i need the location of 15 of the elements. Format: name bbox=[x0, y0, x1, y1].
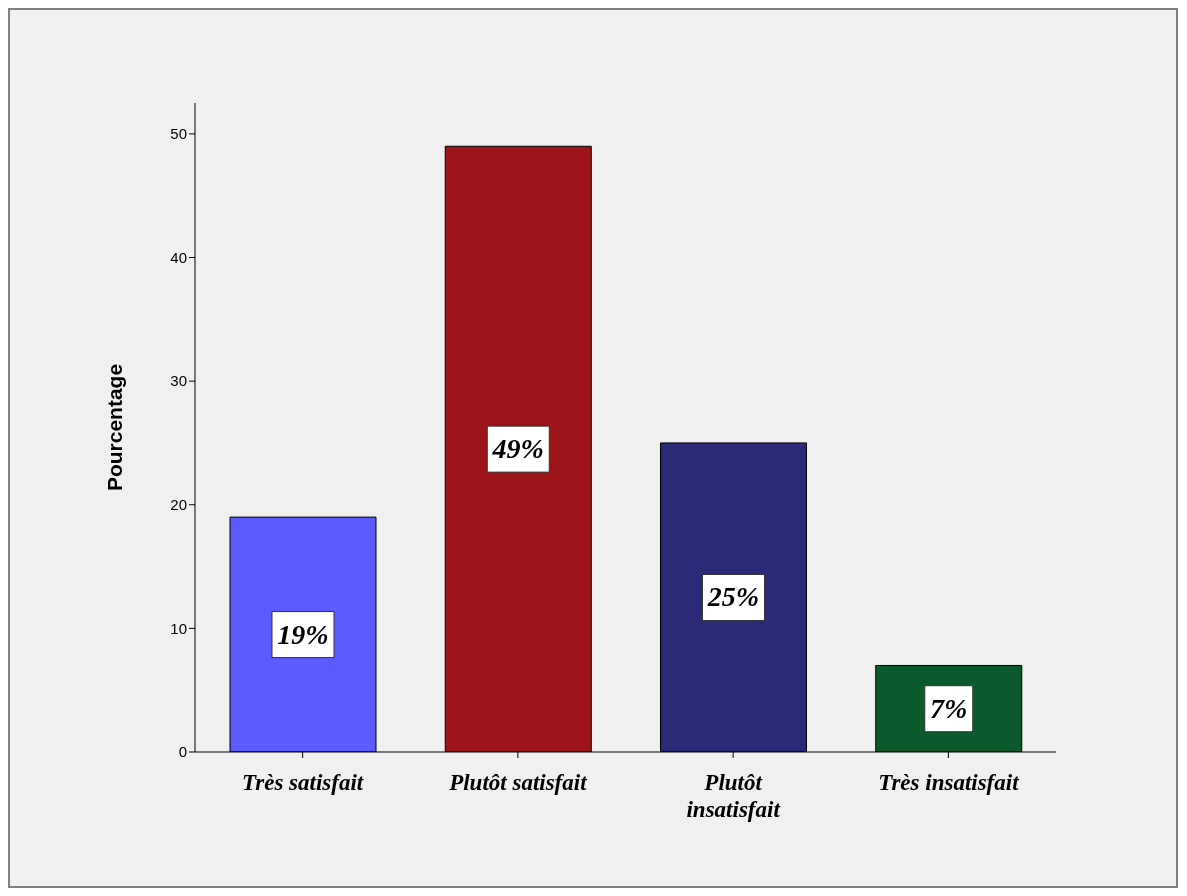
x-tick-label: Très insatisfait bbox=[878, 770, 1020, 795]
data-label: 7% bbox=[930, 692, 968, 724]
x-tick-label: Très satisfait bbox=[242, 770, 364, 795]
y-tick-label: 50 bbox=[170, 125, 187, 143]
y-tick-label: 30 bbox=[170, 372, 187, 390]
y-axis-title: Pourcentage bbox=[103, 363, 127, 492]
data-label: 49% bbox=[491, 433, 544, 465]
data-label: 19% bbox=[277, 618, 329, 650]
y-tick-label: 40 bbox=[170, 248, 187, 266]
y-tick-label: 0 bbox=[178, 743, 187, 761]
y-tick-label: 10 bbox=[170, 619, 187, 637]
x-tick-label: Plutôt satisfait bbox=[448, 770, 588, 795]
x-tick-label: Plutôt insatisfait bbox=[686, 770, 781, 822]
y-tick-label: 20 bbox=[170, 496, 187, 514]
data-label: 25% bbox=[706, 581, 760, 613]
